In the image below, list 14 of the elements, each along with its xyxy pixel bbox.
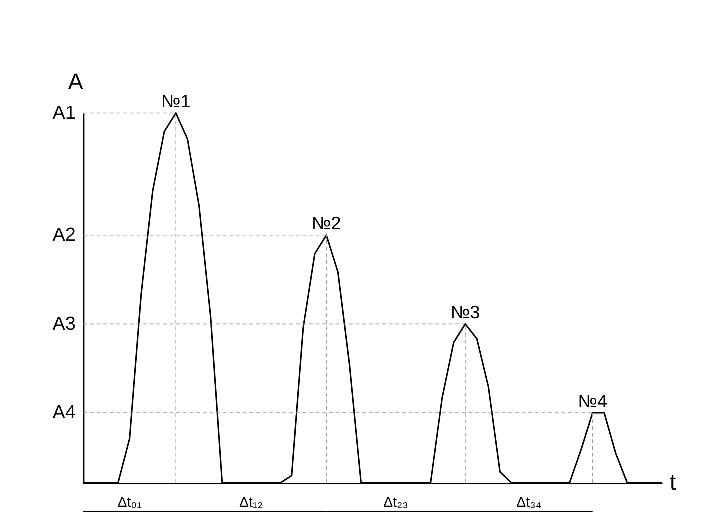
text: Δt₂₃ — [384, 495, 408, 512]
annotation: №1 — [161, 92, 191, 112]
text: Δt₁₂ — [239, 495, 264, 512]
ref-line-label: A4 — [52, 402, 76, 424]
y-axis-title: A — [68, 68, 84, 95]
ref-line-label: A2 — [52, 225, 76, 246]
annotation: №4 — [578, 391, 608, 412]
ref-line-label: A1 — [52, 102, 76, 124]
annotation: №2 — [312, 214, 342, 234]
text: Δt₀₁ — [118, 495, 142, 512]
x-axis-title: t — [670, 468, 677, 495]
ref-line-label: A3 — [52, 314, 76, 335]
text: Δt₃₄ — [516, 495, 542, 512]
annotation: №3 — [450, 302, 480, 322]
